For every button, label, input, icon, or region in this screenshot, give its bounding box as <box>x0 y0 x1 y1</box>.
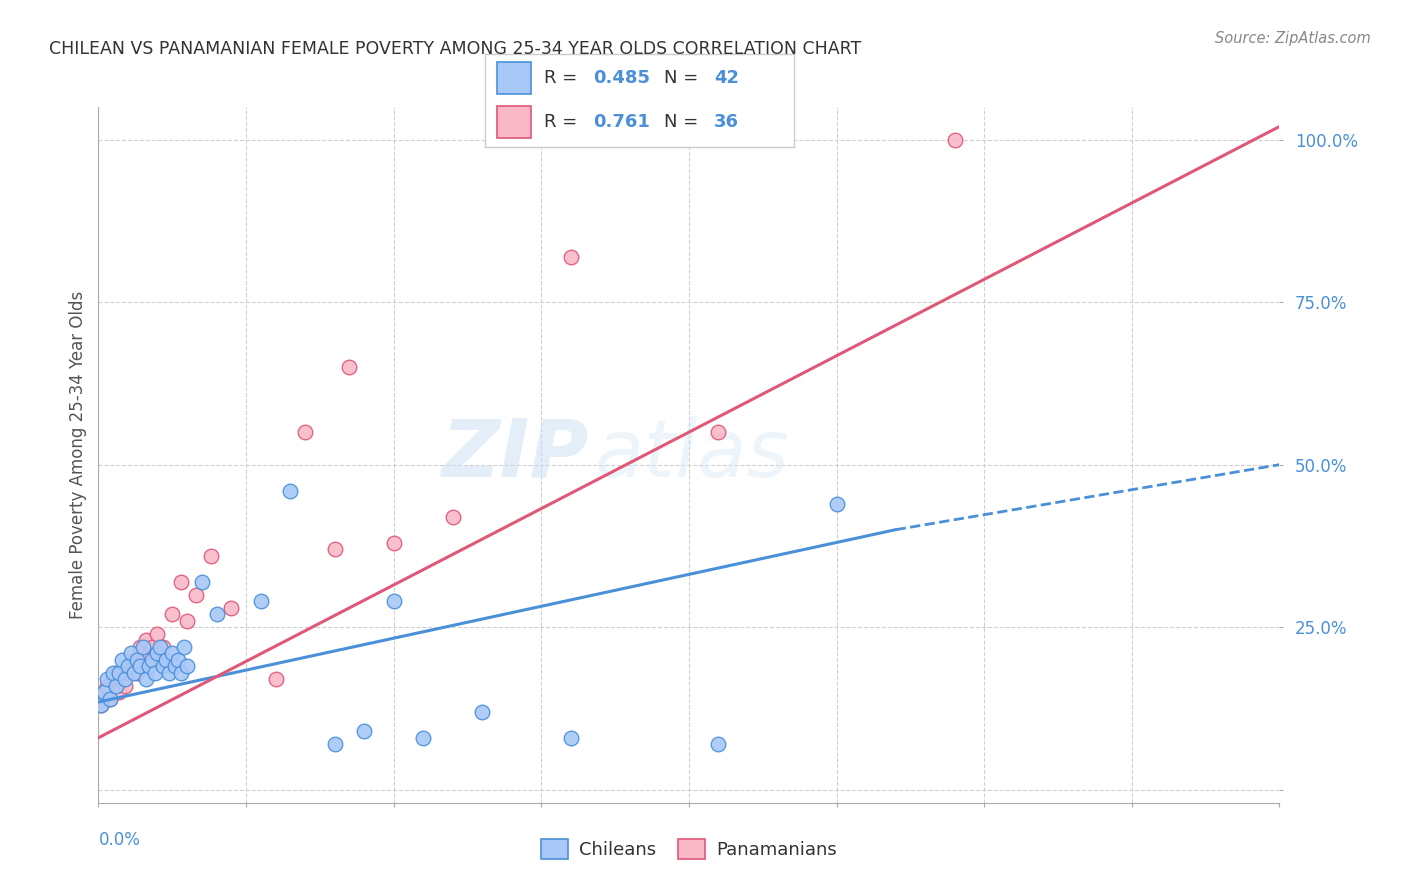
Point <box>128 640 150 654</box>
Point <box>135 633 157 648</box>
Point <box>191 574 214 589</box>
Point <box>167 653 190 667</box>
Point <box>152 640 174 654</box>
Point <box>90 698 112 713</box>
Text: R =: R = <box>544 113 589 131</box>
Point <box>337 360 360 375</box>
Point <box>103 665 125 680</box>
Point <box>125 665 148 680</box>
Point <box>138 646 160 660</box>
Point <box>93 685 115 699</box>
Point <box>943 132 966 146</box>
Point <box>146 626 169 640</box>
Point <box>141 640 163 654</box>
Point <box>162 607 183 622</box>
Point <box>560 731 582 745</box>
Point <box>441 509 464 524</box>
Point <box>170 665 193 680</box>
Point <box>707 737 730 751</box>
Point <box>353 724 375 739</box>
Point <box>707 425 730 439</box>
Point <box>412 731 434 745</box>
Point <box>219 600 242 615</box>
Point <box>323 542 346 557</box>
Text: 36: 36 <box>714 113 740 131</box>
Point <box>98 691 121 706</box>
Point <box>143 665 166 680</box>
Point <box>135 672 157 686</box>
Point <box>132 653 155 667</box>
Point <box>96 672 118 686</box>
Point <box>184 588 207 602</box>
Point <box>157 665 180 680</box>
Point <box>98 691 121 706</box>
Point <box>162 646 183 660</box>
Point <box>471 705 494 719</box>
Point <box>173 640 195 654</box>
Point <box>128 659 150 673</box>
Point <box>278 483 302 498</box>
Legend: Chileans, Panamanians: Chileans, Panamanians <box>530 828 848 871</box>
Point <box>170 574 193 589</box>
Point <box>143 653 166 667</box>
Point <box>149 640 172 654</box>
Point <box>117 665 139 680</box>
Point <box>138 659 160 673</box>
Point <box>141 653 163 667</box>
Text: N =: N = <box>665 69 704 87</box>
Text: Source: ZipAtlas.com: Source: ZipAtlas.com <box>1215 31 1371 46</box>
Point <box>122 653 145 667</box>
Point <box>117 659 139 673</box>
Point <box>93 685 115 699</box>
Text: 0.761: 0.761 <box>593 113 650 131</box>
Point <box>96 679 118 693</box>
Point <box>105 679 128 693</box>
Text: atlas: atlas <box>595 416 789 494</box>
Point <box>165 659 187 673</box>
Point <box>205 607 228 622</box>
Text: 0.0%: 0.0% <box>98 830 141 848</box>
Point <box>114 672 136 686</box>
Text: 0.485: 0.485 <box>593 69 651 87</box>
Point <box>382 535 405 549</box>
Point <box>250 594 273 608</box>
Point <box>105 665 128 680</box>
Point <box>132 640 155 654</box>
Point <box>146 646 169 660</box>
Text: CHILEAN VS PANAMANIAN FEMALE POVERTY AMONG 25-34 YEAR OLDS CORRELATION CHART: CHILEAN VS PANAMANIAN FEMALE POVERTY AMO… <box>49 40 862 58</box>
Text: ZIP: ZIP <box>441 416 589 494</box>
Point <box>155 653 177 667</box>
Point <box>108 665 131 680</box>
FancyBboxPatch shape <box>498 106 531 138</box>
Point <box>200 549 222 563</box>
Point <box>122 665 145 680</box>
Point <box>125 653 148 667</box>
Point <box>825 497 848 511</box>
Point <box>294 425 316 439</box>
Point <box>560 250 582 264</box>
FancyBboxPatch shape <box>498 62 531 94</box>
Point <box>176 659 198 673</box>
Point <box>103 672 125 686</box>
Point <box>323 737 346 751</box>
Point <box>264 672 287 686</box>
Point <box>111 672 134 686</box>
Point <box>108 685 131 699</box>
Point <box>382 594 405 608</box>
Text: N =: N = <box>665 113 704 131</box>
Text: R =: R = <box>544 69 583 87</box>
Point <box>152 659 174 673</box>
Y-axis label: Female Poverty Among 25-34 Year Olds: Female Poverty Among 25-34 Year Olds <box>69 291 87 619</box>
Point <box>114 679 136 693</box>
Point <box>120 659 142 673</box>
Point <box>176 614 198 628</box>
Point <box>90 698 112 713</box>
Text: 42: 42 <box>714 69 740 87</box>
Point <box>111 653 134 667</box>
Point <box>120 646 142 660</box>
